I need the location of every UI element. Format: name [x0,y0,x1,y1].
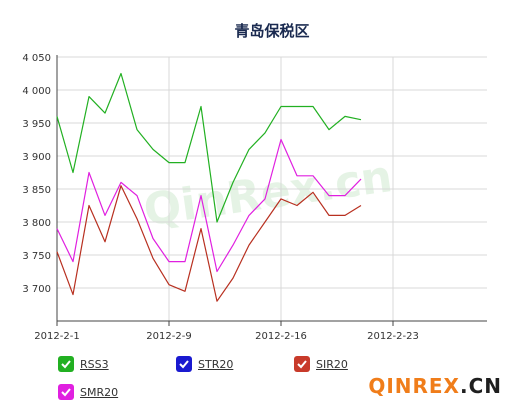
x-axis-ticks: 2012-2-1 2012-2-9 2012-2-16 2012-2-23 [34,321,419,342]
legend-label: SIR20 [316,357,348,371]
y-axis-ticks: 3 700 3 750 3 800 3 850 3 900 3 950 4 000 4 050 [22,53,51,295]
y-tick-label: 3 900 [22,152,51,163]
y-tick-label: 3 950 [22,119,51,130]
legend-item-smr20[interactable]: SMR20 [58,384,118,400]
series-line-rss3 [56,72,362,223]
chart-title: 青岛保税区 [234,22,309,40]
x-tick-label: 2012-2-16 [255,331,307,342]
x-tick-label: 2012-2-1 [34,331,79,342]
legend-label: SMR20 [80,385,119,399]
brand-part1: QINREX [368,374,460,398]
brand-part2: .CN [459,374,502,398]
check-icon [176,356,192,372]
legend-label: RSS3 [80,357,109,371]
legend-label: STR20 [198,357,234,371]
legend-item-rss3[interactable]: RSS3 [58,356,109,372]
x-tick-label: 2012-2-9 [146,331,191,342]
series-line-smr20 [56,138,362,273]
watermark: QinRex.cn [141,151,396,236]
series-lines [56,72,362,302]
brand-logo: QINREX.CN [368,374,502,398]
y-tick-label: 3 850 [22,185,51,196]
y-tick-label: 3 800 [22,218,51,229]
legend-item-sir20[interactable]: SIR20 [294,356,348,372]
y-tick-label: 3 700 [22,284,51,295]
grid [57,56,487,321]
check-icon [58,384,74,400]
series-line-sir20 [56,185,362,302]
y-tick-label: 4 050 [22,53,51,64]
check-icon [294,356,310,372]
x-tick-label: 2012-2-23 [367,331,419,342]
legend-item-str20[interactable]: STR20 [176,356,233,372]
check-icon [58,356,74,372]
axes [56,55,487,322]
y-tick-label: 3 750 [22,251,51,262]
y-tick-label: 4 000 [22,86,51,97]
